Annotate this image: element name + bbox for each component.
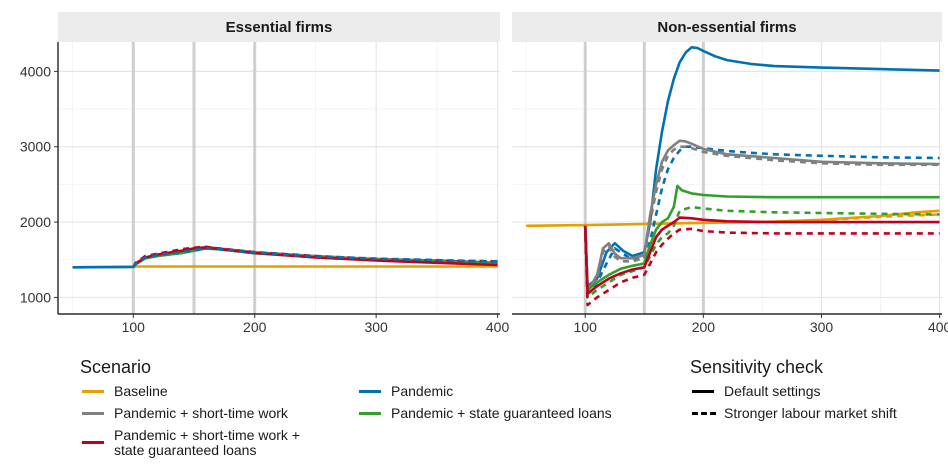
series-line-loans-solid	[583, 184, 940, 292]
series-line-stw-solid	[583, 139, 940, 293]
panel-nonessential-firms: Non-essential firms 100 200 300 400	[512, 12, 948, 335]
x-tick-label: 100	[122, 319, 146, 335]
series-nonessential	[526, 45, 940, 307]
y-axis: 1000 2000 3000 4000	[20, 63, 58, 305]
panel-title-essential: Essential firms	[226, 19, 333, 36]
grid-nonessential	[512, 42, 942, 314]
series-line-loans-dashed	[583, 205, 940, 299]
series-line-stw_loans-dashed	[132, 245, 498, 268]
series-line-stw-dashed	[583, 145, 940, 296]
y-tick-label: 1000	[20, 289, 51, 305]
series-essential	[72, 245, 498, 269]
series-line-pandemic-dashed	[583, 145, 940, 296]
x-tick-label: 100	[574, 319, 598, 335]
series-line-baseline-solid	[72, 265, 498, 269]
vlines-essential	[131, 42, 257, 314]
panel-strip-essential	[58, 12, 500, 42]
panel-strip-nonessential	[512, 12, 942, 42]
x-tick-label: 400	[486, 319, 510, 335]
vlines-nonessential	[583, 42, 705, 314]
panel-essential-firms: Essential firms 100 200 300 400	[57, 12, 510, 335]
x-tick-label: 200	[243, 319, 267, 335]
panel-title-nonessential: Non-essential firms	[657, 19, 796, 36]
y-tick-label: 4000	[20, 63, 51, 79]
axes-nonessential: 100 200 300 400	[512, 313, 948, 335]
series-line-pandemic-solid	[583, 45, 940, 288]
series-line-pandemic-dashed	[132, 247, 498, 268]
x-tick-label: 400	[928, 319, 948, 335]
x-tick-label: 300	[364, 319, 388, 335]
y-tick-label: 3000	[20, 139, 51, 155]
axes-essential: 100 200 300 400	[57, 42, 510, 335]
y-tick-label: 2000	[20, 214, 51, 230]
x-tick-label: 300	[810, 319, 834, 335]
x-tick-label: 200	[692, 319, 716, 335]
grid-essential	[58, 42, 500, 314]
series-line-stw_loans-solid	[583, 216, 940, 296]
series-line-stw_loans-dashed	[583, 225, 940, 307]
